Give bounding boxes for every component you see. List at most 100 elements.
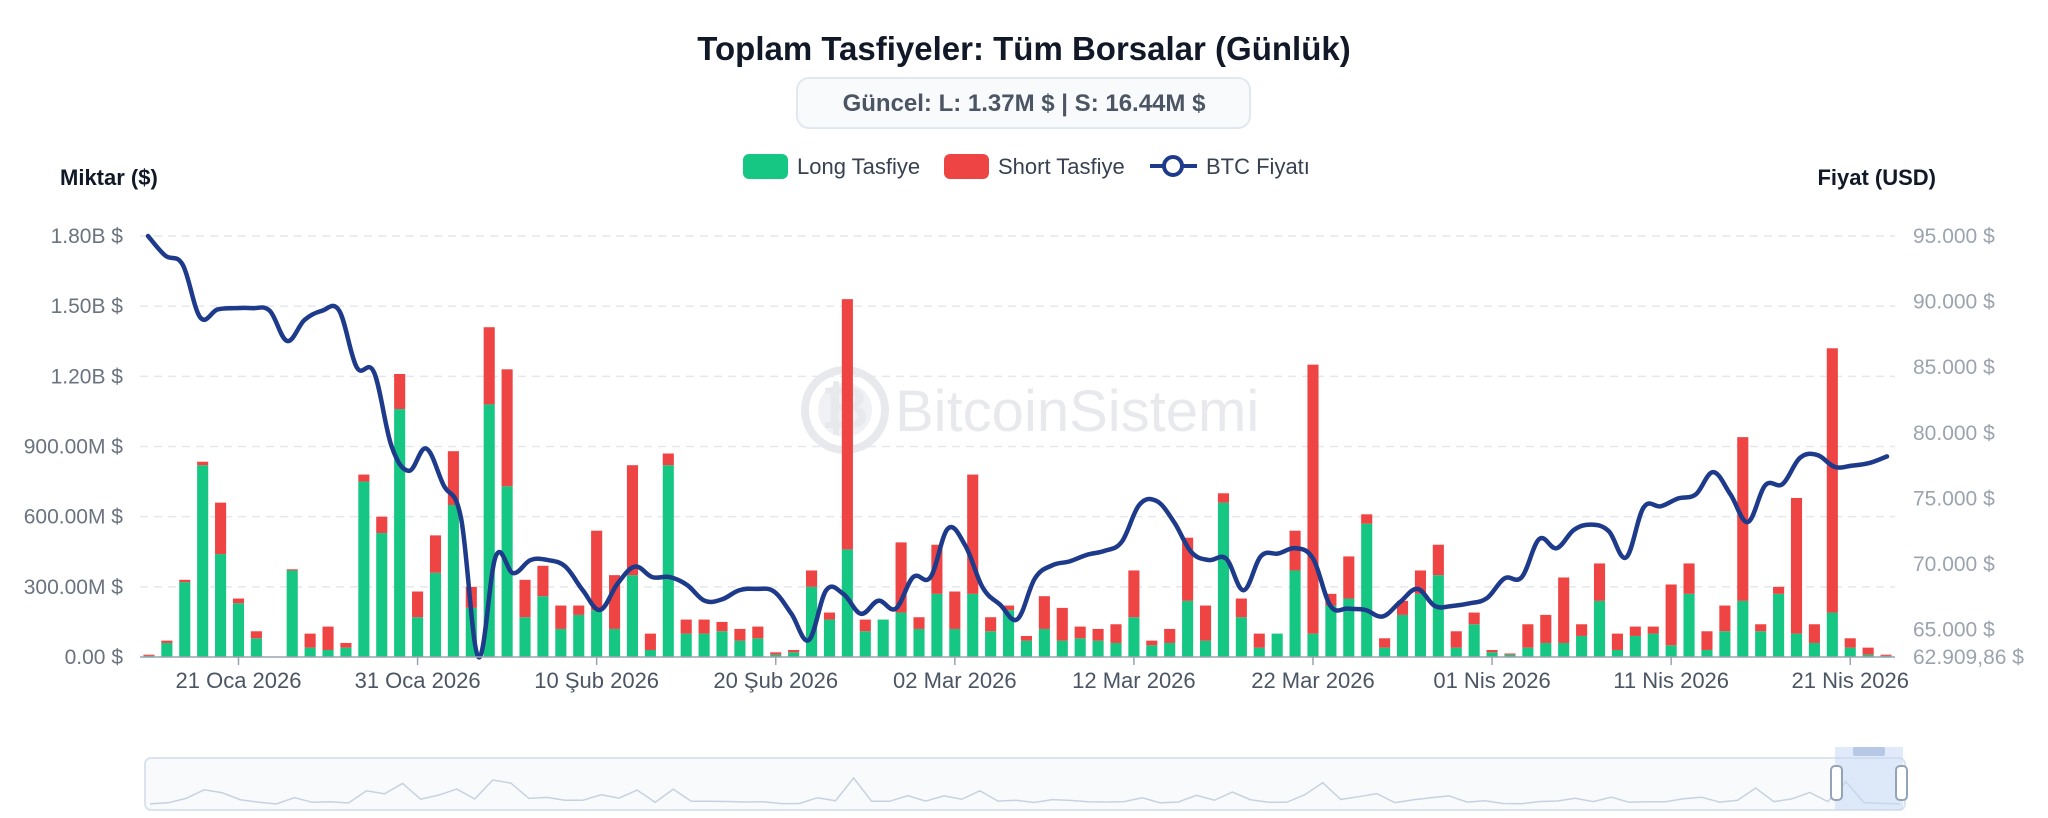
bars-layer (143, 299, 1892, 657)
bar-short (1253, 633, 1265, 648)
bar-short (662, 453, 674, 466)
navigator-grip[interactable] (1853, 747, 1885, 756)
bar-long (1325, 605, 1337, 657)
bar-short (1522, 624, 1534, 648)
y2-tick-label: 95.000 $ (1913, 225, 1995, 248)
bar-long (1128, 617, 1140, 657)
y2-tick-label: 75.000 $ (1913, 487, 1995, 510)
navigator-handle-left[interactable] (1830, 765, 1843, 801)
bar-long (859, 631, 871, 657)
bar-long (447, 504, 459, 657)
bar-short (1540, 614, 1552, 643)
bar-short (286, 569, 298, 571)
bar-short (1611, 633, 1623, 650)
legend-marker-price[interactable] (1162, 155, 1184, 177)
price-layer (145, 233, 1890, 660)
bar-short (1235, 598, 1247, 618)
legend-swatch-short[interactable] (944, 154, 989, 179)
price-line (145, 233, 1890, 660)
bar-short (1826, 348, 1838, 613)
bar-short (1504, 653, 1516, 655)
bar-short (770, 652, 782, 655)
bar-long (806, 586, 818, 657)
bar-long (1271, 633, 1283, 657)
bar-long (1683, 593, 1695, 657)
x-tick-label: 01 Nis 2026 (1433, 668, 1550, 693)
bar-long (1235, 617, 1247, 657)
bar-long (250, 638, 262, 657)
bar-long (537, 596, 549, 657)
legend-swatch-long[interactable] (743, 154, 788, 179)
bar-short (1307, 364, 1319, 634)
legend[interactable]: Long Tasfiye Short Tasfiye BTC Fiyatı (743, 154, 1310, 179)
bar-long (1862, 654, 1874, 657)
bar-long (1146, 645, 1158, 657)
legend-label-short[interactable]: Short Tasfiye (998, 154, 1125, 179)
bar-short (215, 502, 227, 555)
bar-short (1629, 626, 1641, 636)
bar-long (394, 409, 406, 657)
bar-long (1002, 610, 1015, 657)
bar-long (1468, 624, 1480, 657)
bar-short (412, 591, 424, 618)
bar-long (1790, 633, 1803, 657)
bar-long (519, 617, 531, 657)
bar-long (877, 619, 889, 657)
bar-long (1361, 523, 1373, 657)
bar-long (734, 640, 746, 657)
bar-short (322, 626, 334, 650)
bar-long (788, 652, 800, 657)
bar-long (1199, 640, 1212, 657)
bar-short (1199, 605, 1212, 641)
navigator-sparkline (149, 776, 1901, 805)
bar-short (519, 579, 531, 618)
y-tick-label: 300.00M $ (24, 576, 124, 599)
bar-long (626, 575, 639, 657)
bar-long (483, 404, 495, 657)
bar-short (823, 612, 836, 620)
x-tick-label: 22 Mar 2026 (1251, 668, 1375, 693)
bar-short (1038, 596, 1050, 629)
legend-label-long[interactable]: Long Tasfiye (797, 154, 920, 179)
x-tick-label: 10 Şub 2026 (534, 668, 659, 693)
bar-short (1486, 649, 1498, 653)
bar-long (429, 572, 442, 657)
bar-long (1450, 647, 1462, 657)
bar-short (949, 591, 961, 629)
bar-short (1056, 607, 1068, 641)
range-navigator[interactable] (144, 747, 1908, 811)
bar-long (1844, 647, 1856, 657)
bar-short (609, 575, 621, 629)
bar-short (806, 570, 818, 587)
x-tick-label: 20 Şub 2026 (713, 668, 838, 693)
y2-tick-label: 90.000 $ (1913, 291, 1995, 314)
bar-short (698, 619, 710, 634)
bar-short (1862, 647, 1874, 655)
bar-short (537, 565, 549, 597)
bar-short (985, 617, 997, 632)
y-tick-label: 900.00M $ (24, 436, 124, 459)
legend-label-price[interactable]: BTC Fiyatı (1206, 154, 1310, 179)
navigator-handle-right[interactable] (1895, 765, 1908, 801)
x-tick-label: 12 Mar 2026 (1072, 668, 1196, 693)
bar-long (573, 614, 585, 657)
bar-long (286, 570, 298, 657)
navigator-selection[interactable] (1835, 747, 1903, 810)
y-axis-title-left: Miktar ($) (60, 165, 158, 190)
bar-long (913, 628, 925, 657)
bar-short (680, 619, 692, 634)
bar-long (1486, 652, 1498, 657)
bar-short (1343, 556, 1355, 599)
bar-long (931, 593, 943, 657)
bar-short (501, 369, 513, 487)
bar-short (1719, 605, 1731, 632)
bar-short (161, 640, 173, 643)
bar-short (376, 516, 388, 534)
bar-short (1665, 584, 1677, 646)
bar-long (197, 465, 209, 657)
bar-short (841, 299, 853, 550)
bar-short (895, 542, 907, 613)
bar-long (1432, 575, 1444, 657)
bar-short (734, 628, 746, 641)
bar-long (1217, 502, 1229, 657)
